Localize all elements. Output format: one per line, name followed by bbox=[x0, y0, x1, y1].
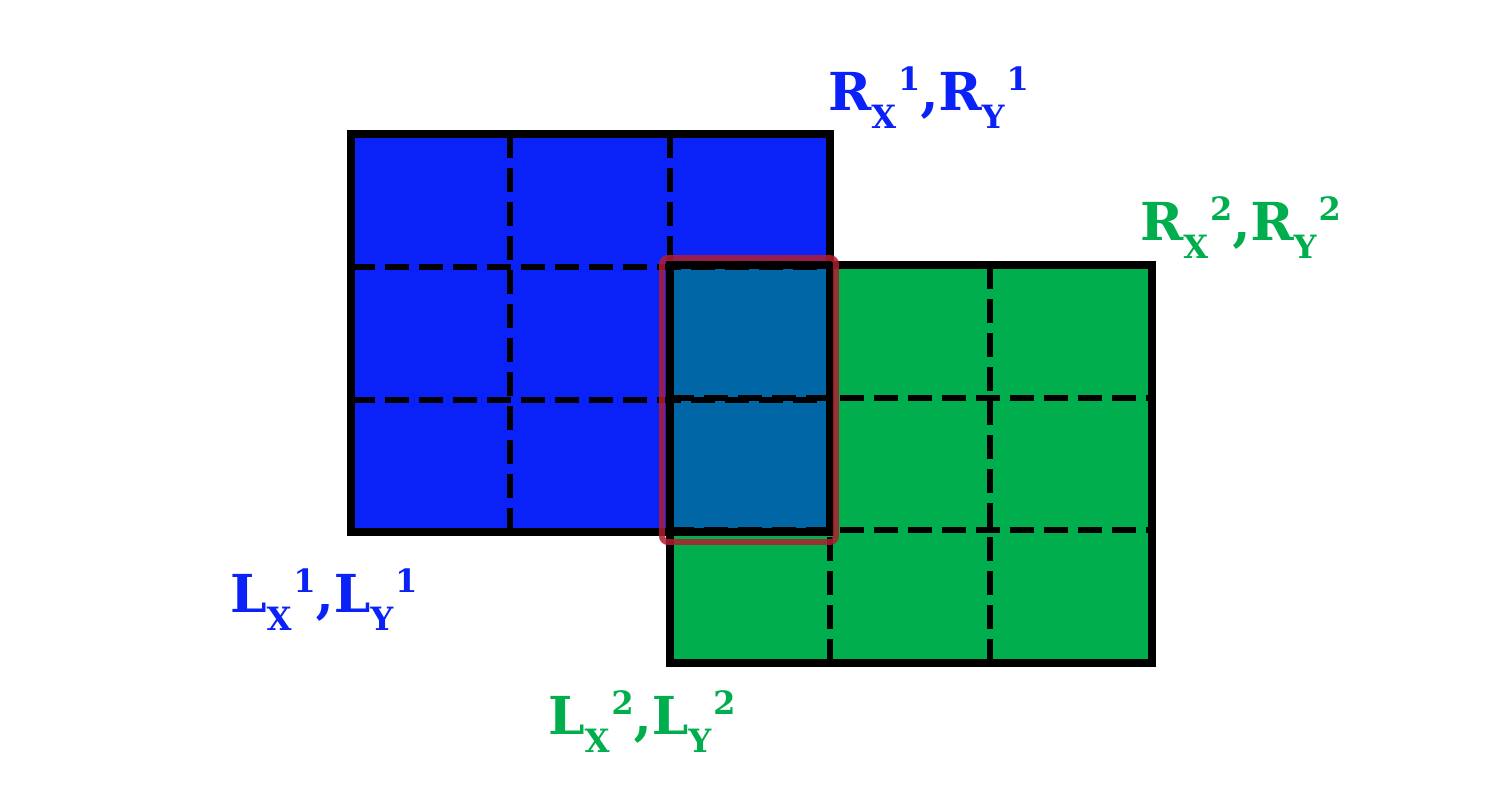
overlap-border bbox=[659, 255, 839, 545]
label-r2: RX2,RY2 bbox=[1140, 190, 1341, 266]
box-1-grid bbox=[351, 134, 830, 532]
label-r1: RX1,RY1 bbox=[828, 60, 1029, 136]
label-l2: LX2,LY2 bbox=[548, 684, 735, 760]
label-l1: LX1,LY1 bbox=[230, 562, 417, 638]
box-2-outline bbox=[666, 261, 1156, 667]
box-1-outline bbox=[347, 130, 834, 536]
